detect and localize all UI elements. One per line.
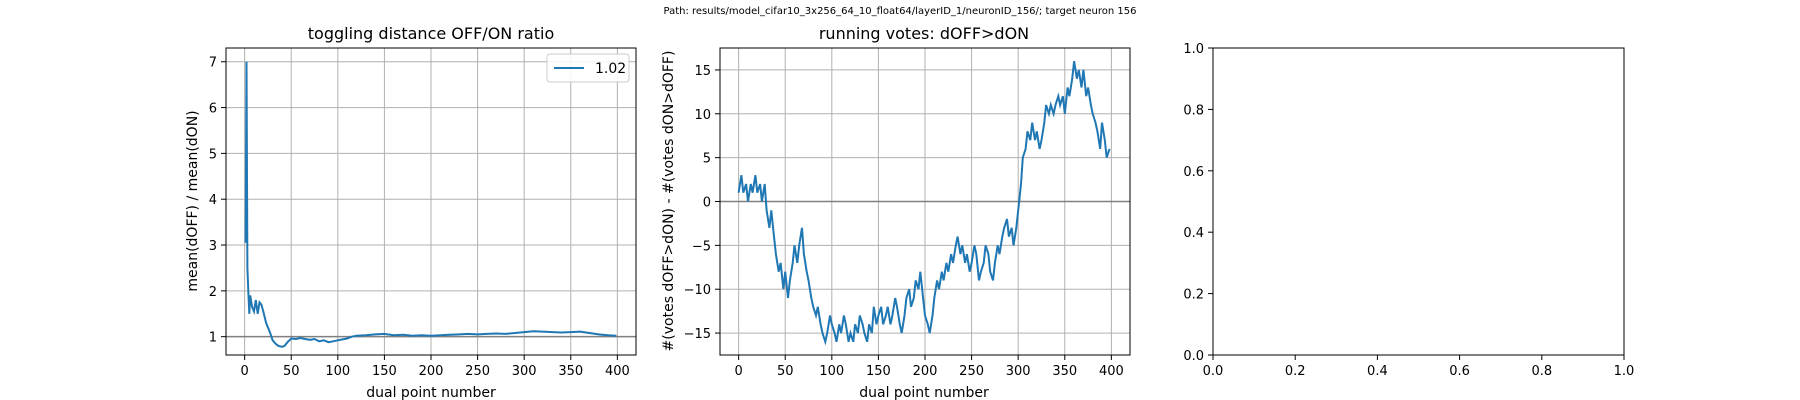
y-tick-label: 0.2 — [1183, 288, 1204, 303]
x-tick-label: 0 — [240, 364, 248, 379]
x-tick-label: 0 — [734, 364, 742, 379]
ratio-chart-title: toggling distance OFF/ON ratio — [308, 24, 554, 43]
empty-chart-ticks: 0.0 0.2 0.4 0.6 0.8 1.0 0.0 0.2 0.4 0.6 0.8 1.0 — [1183, 42, 1634, 379]
x-tick-label: 250 — [959, 364, 984, 379]
ratio-chart: toggling distance OFF/ON ratio 0 50 100 150… — [185, 24, 637, 400]
x-tick-label: 150 — [866, 364, 891, 379]
x-tick-label: 0.6 — [1449, 364, 1470, 379]
x-tick-label: 0.2 — [1285, 364, 1306, 379]
y-tick-label: 15 — [694, 64, 711, 79]
y-tick-label: −15 — [684, 327, 711, 342]
y-tick-label: 4 — [209, 193, 217, 208]
ratio-chart-legend: 1.02 — [546, 53, 630, 83]
ratio-chart-xlabel: dual point number — [366, 385, 496, 400]
x-tick-label: 300 — [1006, 364, 1031, 379]
x-tick-label: 0.0 — [1203, 364, 1224, 379]
y-tick-label: 0.0 — [1183, 349, 1204, 364]
x-tick-label: 350 — [558, 364, 583, 379]
votes-chart: running votes: dOFF>dON 0 50 100 150 200 250 3… — [661, 24, 1131, 400]
y-tick-label: −5 — [692, 239, 711, 254]
y-tick-label: 0.6 — [1183, 165, 1204, 180]
empty-chart-frame — [1212, 47, 1625, 356]
votes-chart-title: running votes: dOFF>dON — [819, 24, 1029, 43]
x-tick-label: 0.8 — [1531, 364, 1552, 379]
votes-series-line — [737, 61, 1111, 346]
y-tick-label: −10 — [684, 283, 711, 298]
x-tick-label: 100 — [819, 364, 844, 379]
votes-chart-xlabel: dual point number — [859, 385, 989, 400]
x-tick-label: 250 — [465, 364, 490, 379]
x-tick-label: 200 — [913, 364, 938, 379]
legend-box — [546, 53, 630, 83]
x-tick-label: 1.0 — [1614, 364, 1635, 379]
x-tick-label: 400 — [1099, 364, 1124, 379]
y-tick-label: 0.4 — [1183, 226, 1204, 241]
y-tick-label: 6 — [209, 102, 217, 117]
y-tick-label: 5 — [209, 147, 217, 162]
x-tick-label: 50 — [283, 364, 300, 379]
y-tick-label: 10 — [694, 108, 711, 123]
votes-chart-ticks: 0 50 100 150 200 250 300 350 400 −15 −10 −5 0 5 10 15 — [684, 64, 1124, 379]
x-tick-label: 150 — [372, 364, 397, 379]
x-tick-label: 50 — [777, 364, 794, 379]
x-tick-label: 300 — [512, 364, 537, 379]
y-tick-label: 1.0 — [1183, 42, 1204, 57]
votes-chart-ylabel: #(votes dOFF>dON) - #(votes dON>dOFF) — [661, 51, 677, 352]
legend-label: 1.02 — [595, 61, 626, 77]
votes-chart-frame — [719, 47, 1131, 356]
y-tick-label: 7 — [209, 56, 217, 71]
y-tick-label: 5 — [703, 152, 711, 167]
y-tick-label: 0 — [703, 196, 711, 211]
x-tick-label: 100 — [325, 364, 350, 379]
ratio-chart-grid — [226, 48, 636, 355]
ratio-chart-ylabel: mean(dOFF) / mean(dON) — [185, 110, 201, 291]
y-tick-label: 0.8 — [1183, 103, 1204, 118]
empty-chart: 0.0 0.2 0.4 0.6 0.8 1.0 0.0 0.2 0.4 0.6 0.8 1.0 — [1183, 42, 1634, 379]
x-tick-label: 350 — [1052, 364, 1077, 379]
y-tick-label: 1 — [209, 331, 217, 346]
ratio-series-line — [244, 61, 617, 348]
y-tick-label: 2 — [209, 285, 217, 300]
ratio-chart-ticks: 0 50 100 150 200 250 300 350 400 1 2 3 4 5 6 7 — [209, 56, 630, 379]
x-tick-label: 400 — [605, 364, 630, 379]
x-tick-label: 0.4 — [1367, 364, 1388, 379]
y-tick-label: 3 — [209, 239, 217, 254]
ratio-chart-frame — [225, 47, 637, 356]
x-tick-label: 200 — [419, 364, 444, 379]
figure-suptitle: Path: results/model_cifar10_3x256_64_10_… — [663, 6, 1137, 17]
